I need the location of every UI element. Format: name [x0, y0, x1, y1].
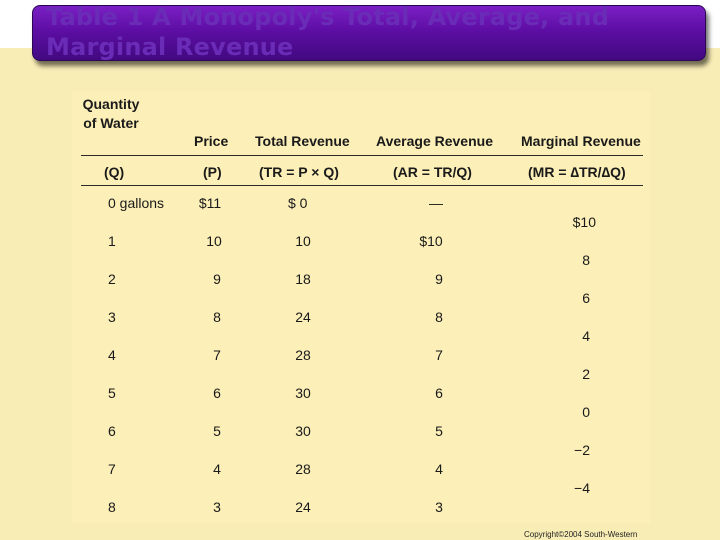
- cell-total-revenue: 10: [295, 233, 311, 249]
- cell-price: 4: [213, 461, 221, 477]
- cell-average-revenue: 3: [435, 499, 443, 515]
- cell-total-revenue: 24: [295, 499, 311, 515]
- formula-quantity: (Q): [104, 164, 125, 180]
- formula-price: (P): [203, 164, 222, 180]
- title-banner: [32, 5, 706, 61]
- cell-quantity: 8: [108, 499, 116, 515]
- cell-quantity: 7: [108, 461, 116, 477]
- cell-price: 9: [213, 271, 221, 287]
- cell-average-revenue: $10: [419, 233, 443, 249]
- header-price: Price: [194, 133, 229, 149]
- cell-marginal-revenue: 6: [582, 290, 590, 306]
- cell-total-revenue: 28: [295, 461, 311, 477]
- cell-price: 8: [213, 309, 221, 325]
- cell-average-revenue: 6: [435, 385, 443, 401]
- cell-average-revenue: 4: [435, 461, 443, 477]
- cell-quantity: 0 gallons: [108, 195, 165, 211]
- cell-marginal-revenue: $10: [572, 214, 596, 230]
- cell-marginal-revenue: −2: [574, 442, 590, 458]
- header-average-revenue: Average Revenue: [376, 133, 493, 149]
- cell-price: 3: [213, 499, 221, 515]
- cell-price: 7: [213, 347, 221, 363]
- header-quantity: Quantity of Water: [82, 96, 140, 131]
- revenue-table: [72, 91, 650, 523]
- cell-price: 10: [206, 233, 222, 249]
- cell-quantity: 3: [108, 309, 116, 325]
- cell-marginal-revenue: 4: [582, 328, 590, 344]
- cell-marginal-revenue: 2: [582, 366, 590, 382]
- cell-quantity: 5: [108, 385, 116, 401]
- cell-marginal-revenue: 0: [582, 404, 590, 420]
- cell-quantity: 2: [108, 271, 116, 287]
- cell-average-revenue: 7: [435, 347, 443, 363]
- cell-average-revenue: 8: [435, 309, 443, 325]
- cell-marginal-revenue: 8: [582, 252, 590, 268]
- header-marginal-revenue: Marginal Revenue: [521, 133, 641, 149]
- header-total-revenue: Total Revenue: [255, 133, 350, 149]
- slide-title: Table 1 A Monopoly's Total, Average, and…: [46, 3, 610, 61]
- cell-total-revenue: 18: [295, 271, 311, 287]
- cell-average-revenue: 9: [435, 271, 443, 287]
- cell-total-revenue: 30: [295, 423, 311, 439]
- formula-average-revenue: (AR = TR/Q): [393, 164, 472, 180]
- header-rule-top: [81, 155, 643, 156]
- cell-marginal-revenue: −4: [574, 480, 590, 496]
- cell-total-revenue: 24: [295, 309, 311, 325]
- cell-price: $11: [198, 195, 222, 211]
- header-rule-bottom: [81, 185, 643, 186]
- cell-total-revenue: 30: [295, 385, 311, 401]
- copyright-notice: Copyright©2004 South-Western: [524, 530, 638, 539]
- cell-total-revenue: $ 0: [288, 195, 308, 211]
- formula-total-revenue: (TR = P × Q): [259, 164, 339, 180]
- cell-quantity: 1: [108, 233, 116, 249]
- cell-quantity: 6: [108, 423, 116, 439]
- cell-average-revenue: —: [429, 195, 443, 211]
- cell-quantity: 4: [108, 347, 116, 363]
- cell-total-revenue: 28: [295, 347, 311, 363]
- cell-average-revenue: 5: [435, 423, 443, 439]
- formula-marginal-revenue: (MR = ∆TR/∆Q): [528, 164, 626, 180]
- cell-price: 5: [213, 423, 221, 439]
- cell-price: 6: [213, 385, 221, 401]
